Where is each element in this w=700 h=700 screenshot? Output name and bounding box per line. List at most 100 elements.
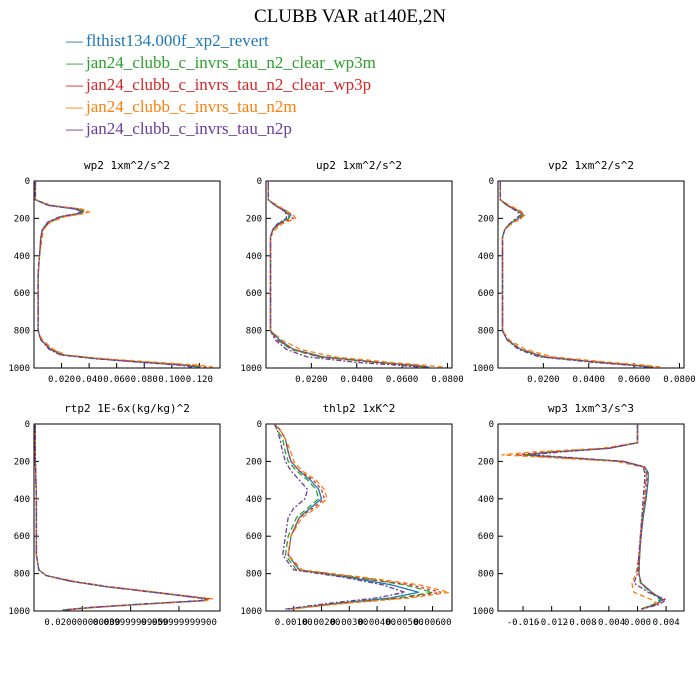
series-line <box>499 181 655 368</box>
series-line <box>530 424 668 610</box>
plot-frame <box>265 180 453 369</box>
series-line <box>34 181 200 368</box>
series-line <box>501 424 661 610</box>
legend-entry: — jan24_clubb_c_invrs_tau_n2m <box>66 96 376 118</box>
y-tick-label: 400 <box>478 495 494 505</box>
legend-label: jan24_clubb_c_invrs_tau_n2_clear_wp3p <box>86 75 372 94</box>
series-line <box>499 181 653 368</box>
x-tick-label: 0.00400 <box>358 618 396 628</box>
legend-line-icon: — <box>66 75 83 94</box>
series-line <box>273 423 450 610</box>
y-tick-label: 800 <box>246 570 262 580</box>
y-tick-label: 1000 <box>8 607 30 617</box>
y-tick-label: 800 <box>246 327 262 337</box>
x-tick-label: 0.020000000000 <box>44 618 120 628</box>
legend-label: jan24_clubb_c_invrs_tau_n2m <box>86 97 297 116</box>
chart-panel: up2 1xm^2/s^2 0 200 400 600 800 1000 0.0200 0.04… <box>240 159 463 385</box>
series-line <box>267 181 430 368</box>
series-line <box>267 181 425 368</box>
legend-line-icon: — <box>66 97 83 116</box>
panel-title: thlp2 1xK^2 <box>323 402 396 415</box>
x-tick-label: 0.00500 <box>386 618 424 628</box>
y-tick-label: 600 <box>478 532 494 542</box>
figure-title: CLUBB VAR at140E,2N <box>254 6 446 27</box>
series-line <box>34 181 207 368</box>
y-tick-label: 0 <box>257 177 262 187</box>
series-line <box>515 424 665 610</box>
y-tick-label: 600 <box>14 289 30 299</box>
x-tick-label: 0.0800 <box>663 375 696 385</box>
series-line <box>34 181 203 368</box>
series-line <box>499 181 648 368</box>
x-tick-label: -0.016 <box>507 618 540 628</box>
legend: — flthist134.000f_xp2_revert — jan24_clubb… <box>66 30 376 140</box>
panel-title: rtp2 1E-6x(kg/kg)^2 <box>64 402 190 415</box>
x-tick-label: 0.000 <box>624 618 651 628</box>
y-tick-label: 0 <box>25 177 30 187</box>
series-line <box>267 181 428 368</box>
legend-label: jan24_clubb_c_invrs_tau_n2_clear_wp3m <box>86 53 376 72</box>
series-line <box>499 181 662 368</box>
chart-panel: wp2 1xm^2/s^2 0 200 400 600 800 1000 0.020 0.040… <box>8 159 221 385</box>
y-tick-label: 0 <box>489 177 494 187</box>
y-tick-label: 1000 <box>240 607 262 617</box>
x-tick-label: 0.00600 <box>414 618 452 628</box>
x-tick-label: 0.004 <box>653 618 680 628</box>
series-line <box>34 424 209 611</box>
panel-title: up2 1xm^2/s^2 <box>316 159 402 172</box>
legend-entry: — jan24_clubb_c_invrs_tau_n2_clear_wp3m <box>66 52 376 74</box>
y-tick-label: 600 <box>478 289 494 299</box>
y-tick-label: 600 <box>246 289 262 299</box>
y-tick-label: 600 <box>246 532 262 542</box>
x-tick-label: 0.0400 <box>340 375 373 385</box>
y-tick-label: 200 <box>246 457 262 467</box>
legend-entry: — jan24_clubb_c_invrs_tau_n2_clear_wp3p <box>66 74 376 96</box>
x-tick-label: -0.012 <box>535 618 568 628</box>
y-tick-label: 800 <box>478 327 494 337</box>
x-tick-label: 0.00300 <box>330 618 368 628</box>
x-tick-label: 0.0800 <box>431 375 464 385</box>
legend-line-icon: — <box>66 53 83 72</box>
series-line <box>273 423 442 610</box>
y-tick-label: 400 <box>478 252 494 262</box>
x-tick-label: 0.080 <box>131 375 158 385</box>
y-tick-label: 400 <box>246 252 262 262</box>
y-tick-label: 0 <box>257 420 262 430</box>
series-line <box>499 181 653 368</box>
legend-line-icon: — <box>66 31 83 50</box>
y-tick-label: 200 <box>478 214 494 224</box>
y-tick-label: 1000 <box>8 364 30 374</box>
y-tick-label: 1000 <box>472 364 494 374</box>
y-tick-label: 800 <box>14 327 30 337</box>
x-tick-label: 0.020 <box>48 375 75 385</box>
plot-frame <box>497 180 685 369</box>
panel-title: vp2 1xm^2/s^2 <box>548 159 634 172</box>
y-tick-label: 800 <box>14 570 30 580</box>
legend-line-icon: — <box>66 119 83 138</box>
y-tick-label: 0 <box>489 420 494 430</box>
x-tick-label: -0.004 <box>593 618 626 628</box>
x-tick-label: 0.059999999900 <box>141 618 217 628</box>
y-tick-label: 400 <box>14 495 30 505</box>
x-tick-label: 0.100 <box>158 375 185 385</box>
plot-frame <box>33 423 221 612</box>
x-tick-label: 0.0600 <box>386 375 419 385</box>
series-line <box>34 424 211 611</box>
y-tick-label: 400 <box>14 252 30 262</box>
series-line <box>273 423 419 610</box>
x-tick-label: 0.120 <box>186 375 213 385</box>
x-tick-label: 0.039999999900 <box>93 618 169 628</box>
x-tick-label: 0.00100 <box>275 618 313 628</box>
y-tick-label: 200 <box>14 457 30 467</box>
y-tick-label: 0 <box>25 420 30 430</box>
series-line <box>34 181 193 368</box>
y-tick-label: 200 <box>246 214 262 224</box>
x-tick-label: -0.008 <box>564 618 597 628</box>
y-tick-label: 1000 <box>472 607 494 617</box>
y-tick-label: 1000 <box>240 364 262 374</box>
x-tick-label: 0.0400 <box>572 375 605 385</box>
y-tick-label: 400 <box>246 495 262 505</box>
x-tick-label: 0.0200 <box>527 375 560 385</box>
panel-title: wp3 1xm^3/s^3 <box>548 402 634 415</box>
series-line <box>34 424 213 611</box>
